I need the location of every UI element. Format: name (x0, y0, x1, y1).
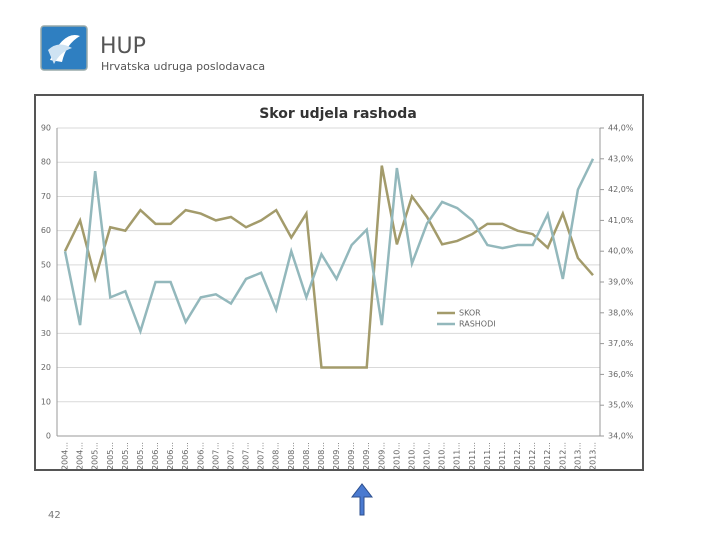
header-subtitle: Hrvatska udruga poslodavaca (101, 60, 265, 73)
x-tick-label: 2011... (453, 442, 462, 470)
header-title: HUP (100, 34, 146, 59)
x-tick-label: 2012... (513, 442, 522, 470)
x-tick-label: 2010... (407, 442, 416, 470)
x-tick-label: 2007... (242, 442, 251, 470)
x-tick-label: 2011... (498, 442, 507, 470)
x-tick-label: 2012... (558, 442, 567, 470)
legend-label: RASHODI (459, 320, 496, 329)
y2-tick-label: 40,0% (608, 247, 634, 256)
chart-frame (34, 94, 644, 471)
x-tick-label: 2009... (347, 442, 356, 470)
x-tick-label: 2008... (287, 442, 296, 470)
x-tick-label: 2007... (257, 442, 266, 470)
series-line (63, 158, 595, 336)
y-tick-label: 10 (41, 397, 51, 406)
x-tick-label: 2007... (226, 442, 235, 470)
page-number: 42 (48, 510, 61, 521)
x-tick-label: 2006... (196, 442, 205, 470)
x-tick-label: 2006... (166, 442, 175, 470)
y-tick-label: 20 (41, 363, 51, 372)
y2-tick-label: 37,0% (608, 339, 634, 348)
y2-tick-label: 38,0% (608, 308, 634, 317)
x-tick-label: 2012... (528, 442, 537, 470)
y-tick-label: 0 (46, 432, 51, 441)
x-tick-label: 2005... (106, 442, 115, 470)
chart-title: Skor udjela rashoda (259, 106, 417, 122)
logo (40, 25, 88, 71)
x-tick-label: 2007... (211, 442, 220, 470)
x-tick-label: 2005... (136, 442, 145, 470)
legend-label: SKOR (459, 309, 481, 318)
y2-tick-label: 35,0% (608, 401, 634, 410)
x-tick-label: 2013... (573, 442, 582, 470)
y2-tick-label: 39,0% (608, 278, 634, 287)
x-tick-label: 2009... (362, 442, 371, 470)
x-tick-label: 2010... (438, 442, 447, 470)
x-tick-label: 2005... (121, 442, 130, 470)
y2-tick-label: 41,0% (608, 216, 634, 225)
y-tick-label: 60 (41, 226, 51, 235)
y-tick-label: 70 (41, 192, 51, 201)
x-tick-label: 2009... (377, 442, 386, 470)
x-tick-label: 2012... (543, 442, 552, 470)
x-tick-label: 2008... (272, 442, 281, 470)
y2-tick-label: 42,0% (608, 185, 634, 194)
y2-tick-label: 43,0% (608, 154, 634, 163)
x-tick-label: 2010... (392, 442, 401, 470)
x-tick-label: 2009... (332, 442, 341, 470)
x-tick-label: 2005... (91, 442, 100, 470)
x-tick-label: 2004... (61, 442, 70, 470)
x-tick-label: 2011... (483, 442, 492, 470)
series-line (63, 165, 594, 369)
x-tick-label: 2008... (317, 442, 326, 470)
y-tick-label: 50 (41, 260, 51, 269)
x-tick-label: 2010... (423, 442, 432, 470)
y2-tick-label: 36,0% (608, 370, 634, 379)
x-tick-label: 2006... (151, 442, 160, 470)
y2-tick-label: 44,0% (608, 124, 634, 133)
y2-tick-label: 34,0% (608, 432, 634, 441)
x-tick-label: 2004... (76, 442, 85, 470)
x-tick-label: 2011... (468, 442, 477, 470)
arrow-icon (350, 483, 374, 516)
y-tick-label: 40 (41, 295, 51, 304)
x-tick-label: 2013... (589, 442, 598, 470)
y-tick-label: 80 (41, 158, 51, 167)
x-tick-label: 2006... (181, 442, 190, 470)
x-tick-label: 2008... (302, 442, 311, 470)
y-tick-label: 30 (41, 329, 51, 338)
y-tick-label: 90 (41, 124, 51, 133)
